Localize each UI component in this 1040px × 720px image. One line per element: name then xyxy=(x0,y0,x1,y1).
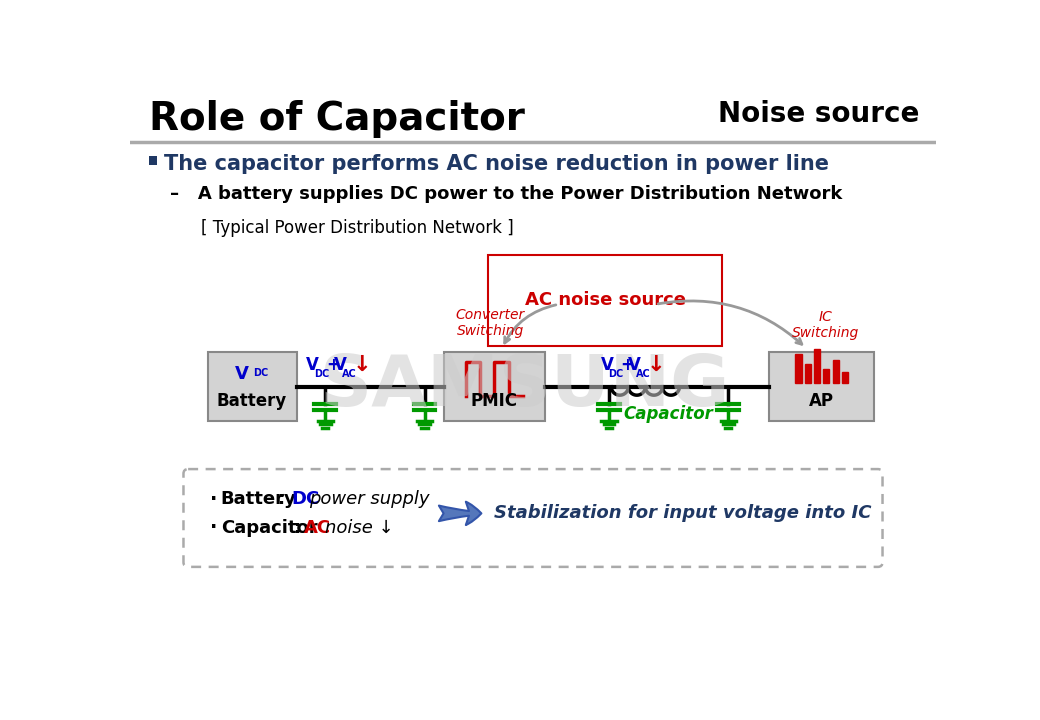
Text: Role of Capacitor: Role of Capacitor xyxy=(150,100,525,138)
Text: Capacitor: Capacitor xyxy=(220,518,317,536)
Text: Battery: Battery xyxy=(220,490,296,508)
Text: V: V xyxy=(600,356,614,374)
Text: –   A battery supplies DC power to the Power Distribution Network: – A battery supplies DC power to the Pow… xyxy=(171,185,842,203)
Text: ·: · xyxy=(210,518,217,537)
Text: :: : xyxy=(278,490,285,508)
Text: ↓: ↓ xyxy=(647,355,666,375)
FancyBboxPatch shape xyxy=(444,352,545,421)
Bar xyxy=(796,354,802,383)
Text: DC: DC xyxy=(254,368,269,378)
FancyBboxPatch shape xyxy=(208,352,296,421)
Text: AP: AP xyxy=(809,392,834,410)
Text: AC: AC xyxy=(341,369,357,379)
Bar xyxy=(814,349,821,383)
Text: noise ↓: noise ↓ xyxy=(324,518,393,536)
FancyBboxPatch shape xyxy=(770,352,874,421)
FancyBboxPatch shape xyxy=(183,469,883,567)
Text: AC noise source: AC noise source xyxy=(524,292,685,310)
Text: AC: AC xyxy=(636,369,651,379)
Bar xyxy=(150,156,157,165)
Text: Stabilization for input voltage into IC: Stabilization for input voltage into IC xyxy=(494,505,872,523)
Text: [ Typical Power Distribution Network ]: [ Typical Power Distribution Network ] xyxy=(202,219,514,237)
Bar xyxy=(841,372,848,383)
Text: ↓: ↓ xyxy=(353,355,371,375)
Bar xyxy=(824,369,830,383)
Text: +: + xyxy=(621,356,634,374)
Text: power supply: power supply xyxy=(309,490,430,508)
Text: The capacitor performs AC noise reduction in power line: The capacitor performs AC noise reductio… xyxy=(164,154,829,174)
Bar xyxy=(833,360,838,383)
Text: :: : xyxy=(293,518,301,536)
Text: IC
Switching: IC Switching xyxy=(791,310,859,340)
Text: Battery: Battery xyxy=(217,392,287,410)
Text: Converter
Switching: Converter Switching xyxy=(456,308,525,338)
Text: DC: DC xyxy=(314,369,329,379)
Text: DC: DC xyxy=(291,490,319,508)
Text: ·: · xyxy=(210,490,217,508)
Text: V: V xyxy=(334,356,346,374)
Text: AC: AC xyxy=(305,518,332,536)
Text: Capacitor: Capacitor xyxy=(624,405,713,423)
Text: DC: DC xyxy=(608,369,623,379)
Text: +: + xyxy=(327,356,340,374)
Bar xyxy=(805,364,811,383)
Text: V: V xyxy=(628,356,642,374)
Text: SAMSUNG: SAMSUNG xyxy=(320,352,730,421)
Text: V: V xyxy=(306,356,319,374)
Text: PMIC: PMIC xyxy=(471,392,518,410)
Text: Noise source: Noise source xyxy=(718,100,919,128)
Text: V: V xyxy=(235,365,249,383)
